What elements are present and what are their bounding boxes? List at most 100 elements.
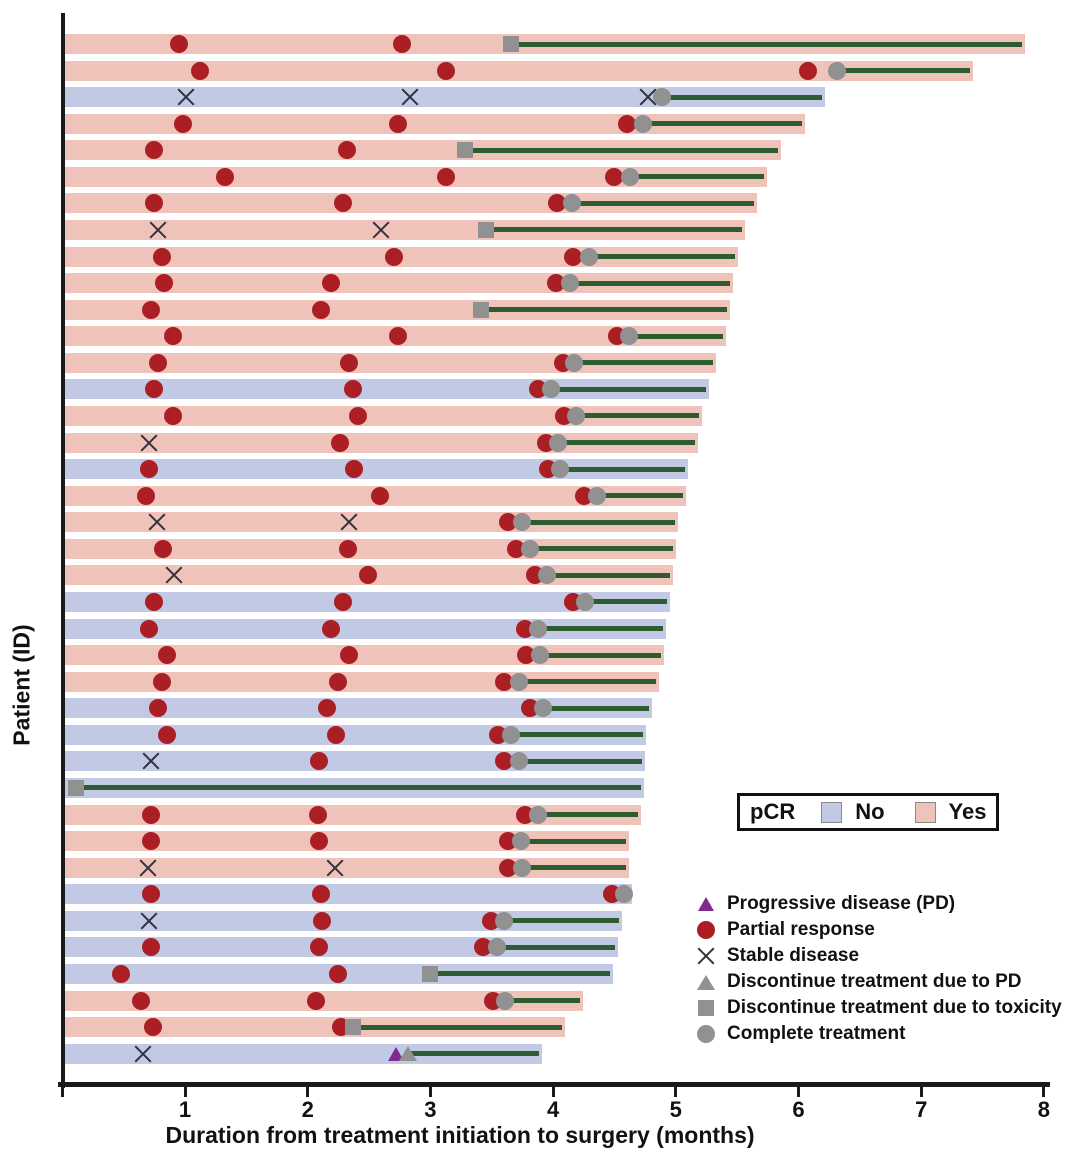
stable-disease-marker bbox=[696, 946, 716, 966]
pcr-no-label: No bbox=[855, 799, 885, 824]
treatment-line bbox=[518, 758, 643, 764]
complete-treatment-marker bbox=[513, 513, 532, 532]
partial-response-marker bbox=[371, 486, 390, 505]
partial-response-marker bbox=[498, 513, 517, 532]
treatment-line bbox=[585, 599, 667, 605]
patient-bar bbox=[62, 645, 664, 666]
patient-bar bbox=[62, 831, 630, 852]
partial-response-marker bbox=[152, 247, 171, 266]
treatment-line bbox=[560, 466, 686, 472]
treatment-line bbox=[558, 440, 695, 446]
treatment-line bbox=[543, 705, 650, 711]
partial-response-marker bbox=[144, 1018, 163, 1037]
complete-treatment-marker bbox=[588, 486, 607, 505]
stable-disease-marker bbox=[138, 858, 158, 878]
discontinue-toxicity-marker bbox=[345, 1019, 362, 1036]
complete-treatment-marker bbox=[541, 380, 560, 399]
patient-bar bbox=[62, 166, 767, 187]
complete-treatment-marker bbox=[551, 460, 570, 479]
complete-treatment-marker bbox=[529, 619, 548, 638]
x-tick-label: 1 bbox=[178, 1097, 192, 1122]
partial-response-marker bbox=[393, 35, 412, 53]
stable-disease-marker bbox=[371, 220, 391, 240]
partial-response-marker bbox=[141, 300, 160, 319]
progressive-disease-marker bbox=[698, 897, 714, 911]
partial-response-marker bbox=[145, 194, 164, 213]
legend-marker-box bbox=[695, 1023, 717, 1045]
patient-bar bbox=[62, 299, 730, 320]
y-axis-title: Patient (ID) bbox=[8, 624, 35, 746]
discontinue-pd-marker bbox=[399, 1046, 418, 1062]
patient-bar bbox=[62, 60, 973, 81]
partial-response-marker bbox=[340, 353, 359, 372]
legend-entry-pr: Partial response bbox=[695, 917, 1062, 943]
patient-bar bbox=[62, 459, 689, 480]
treatment-line bbox=[662, 94, 823, 100]
stable-disease-marker bbox=[139, 433, 159, 453]
partial-response-marker bbox=[112, 964, 131, 983]
x-tick-label: 5 bbox=[669, 1097, 682, 1122]
patient-bar bbox=[62, 884, 632, 905]
stable-disease-marker bbox=[325, 858, 345, 878]
treatment-line bbox=[573, 360, 714, 366]
partial-response-marker bbox=[517, 646, 536, 665]
patient-bar bbox=[62, 219, 745, 240]
partial-response-marker bbox=[389, 327, 408, 346]
treatment-line bbox=[518, 679, 656, 685]
partial-response-marker bbox=[163, 406, 182, 425]
x-tick bbox=[306, 1087, 310, 1097]
x-tick-label: 3 bbox=[424, 1097, 437, 1122]
legend-entry-tox: Discontinue treatment due to toxicity bbox=[695, 995, 1062, 1021]
treatment-line bbox=[353, 1024, 563, 1030]
legend-entry-comp: Complete treatment bbox=[695, 1021, 1062, 1047]
pcr-yes-label: Yes bbox=[948, 799, 987, 824]
treatment-line bbox=[576, 413, 699, 419]
treatment-line bbox=[570, 280, 731, 286]
patient-bar bbox=[62, 857, 630, 878]
partial-response-marker bbox=[498, 858, 517, 877]
treatment-line bbox=[485, 227, 742, 233]
legend-entry-sd: Stable disease bbox=[695, 943, 1062, 969]
partial-response-marker bbox=[140, 460, 159, 479]
treatment-line bbox=[408, 1051, 540, 1057]
partial-response-marker bbox=[345, 460, 364, 479]
patient-bar bbox=[62, 87, 826, 108]
complete-treatment-marker bbox=[633, 114, 652, 133]
partial-response-marker bbox=[546, 274, 565, 293]
stable-disease-marker bbox=[164, 565, 184, 585]
complete-treatment-marker bbox=[487, 938, 506, 957]
discontinue-toxicity-marker bbox=[456, 142, 473, 159]
partial-response-marker bbox=[312, 885, 331, 904]
legend-marker-box bbox=[695, 893, 717, 915]
treatment-line bbox=[629, 333, 724, 339]
complete-treatment-marker bbox=[495, 911, 514, 930]
partial-response-marker bbox=[309, 938, 328, 957]
x-tick bbox=[60, 1087, 64, 1097]
x-axis-title: Duration from treatment initiation to su… bbox=[165, 1122, 755, 1148]
patient-bar bbox=[62, 591, 670, 612]
treatment-line bbox=[546, 572, 671, 578]
treatment-line bbox=[836, 68, 970, 74]
pcr-yes-swatch bbox=[914, 801, 936, 823]
partial-response-marker bbox=[141, 805, 160, 824]
legend-entry-label: Progressive disease (PD) bbox=[727, 893, 956, 914]
treatment-line bbox=[630, 174, 764, 180]
treatment-line bbox=[571, 200, 754, 206]
treatment-line bbox=[464, 147, 779, 153]
partial-response-marker bbox=[216, 167, 235, 186]
patient-bar bbox=[62, 1017, 566, 1038]
complete-treatment-marker bbox=[512, 832, 531, 851]
partial-response-marker bbox=[329, 964, 348, 983]
partial-response-marker bbox=[157, 646, 176, 665]
treatment-line bbox=[538, 626, 663, 632]
x-tick-label: 7 bbox=[915, 1097, 928, 1122]
treatment-line bbox=[511, 41, 1023, 47]
treatment-line bbox=[550, 386, 706, 392]
treatment-line bbox=[588, 254, 736, 260]
partial-response-marker bbox=[312, 300, 331, 319]
complete-treatment-marker bbox=[530, 646, 549, 665]
stable-disease-marker bbox=[147, 512, 167, 532]
complete-treatment-marker bbox=[576, 592, 594, 611]
partial-response-marker bbox=[389, 114, 408, 133]
partial-response-marker bbox=[339, 539, 358, 558]
